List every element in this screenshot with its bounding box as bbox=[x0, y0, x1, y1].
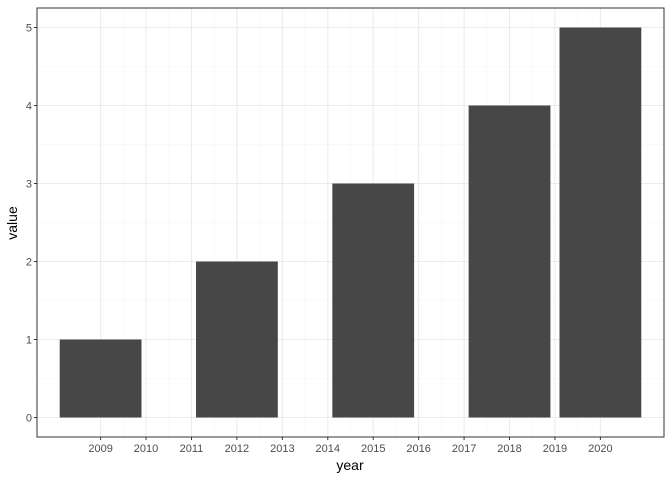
x-tick-label: 2017 bbox=[452, 443, 476, 455]
y-tick-label: 5 bbox=[26, 23, 32, 35]
x-tick-label: 2014 bbox=[316, 443, 340, 455]
panel-border bbox=[36, 7, 665, 438]
x-axis: 2009 2010 2011 2012 2013 2014 2015 2016 2017 2018… bbox=[88, 437, 613, 455]
x-tick-label: 2018 bbox=[497, 443, 521, 455]
y-axis: 0 1 2 3 4 5 bbox=[26, 23, 37, 425]
x-tick-label: 2011 bbox=[180, 443, 204, 455]
y-tick-label: 3 bbox=[26, 179, 32, 191]
y-tick-label: 1 bbox=[26, 335, 32, 347]
x-tick-label: 2019 bbox=[543, 443, 567, 455]
bar-2012 bbox=[196, 261, 278, 418]
y-tick-label: 4 bbox=[26, 101, 32, 113]
y-axis-title: value bbox=[4, 206, 20, 240]
bars bbox=[59, 27, 642, 418]
x-tick-label: 2013 bbox=[270, 443, 294, 455]
x-tick-label: 2009 bbox=[88, 443, 112, 455]
x-tick-label: 2010 bbox=[134, 443, 158, 455]
bar-2009 bbox=[59, 339, 142, 418]
bar-2015 bbox=[332, 183, 415, 418]
x-tick-label: 2020 bbox=[588, 443, 612, 455]
y-tick-label: 0 bbox=[26, 413, 32, 425]
bar-2020 bbox=[559, 27, 642, 418]
x-tick-label: 2016 bbox=[406, 443, 430, 455]
y-tick-label: 2 bbox=[26, 257, 32, 269]
x-axis-title: year bbox=[336, 457, 364, 473]
x-tick-label: 2012 bbox=[225, 443, 249, 455]
x-tick-label: 2015 bbox=[361, 443, 385, 455]
bar-2018 bbox=[468, 105, 551, 418]
